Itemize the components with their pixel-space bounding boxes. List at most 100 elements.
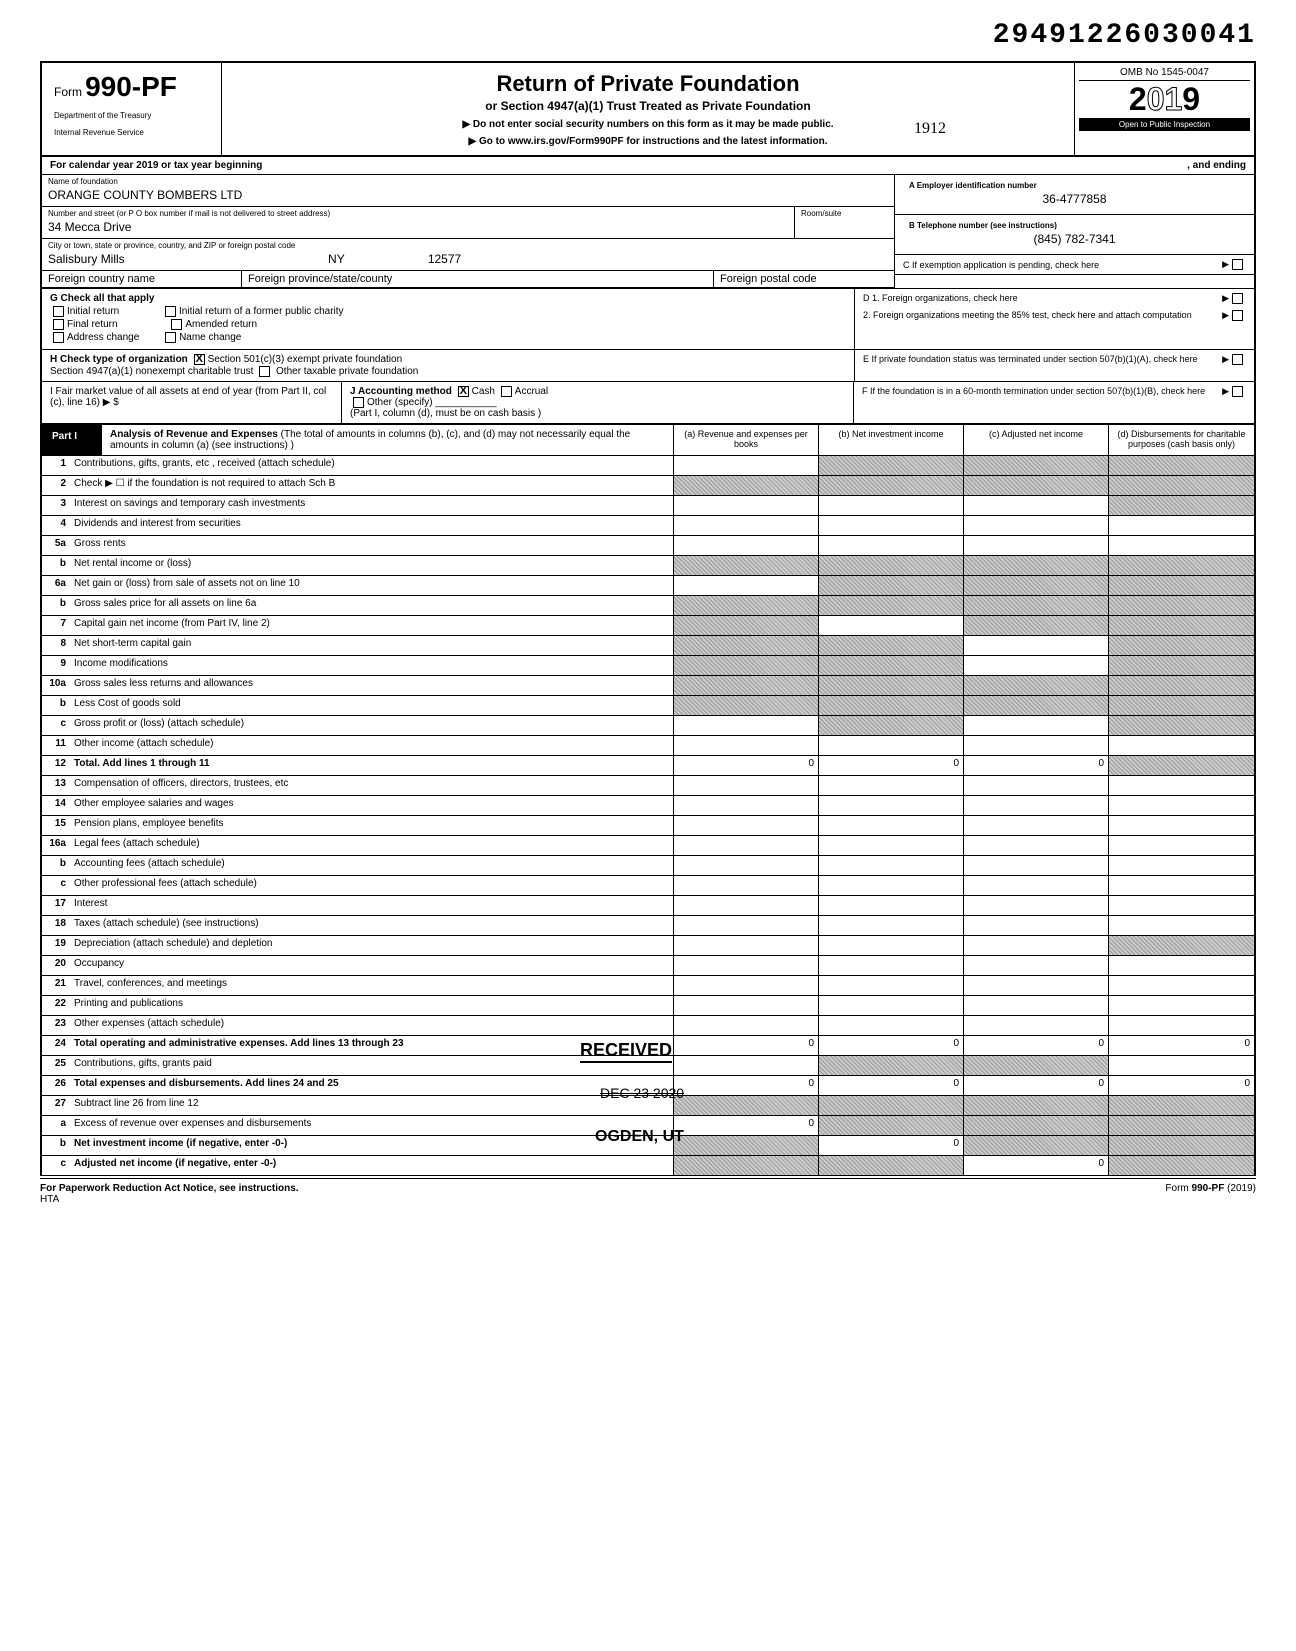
row-number: 24 — [42, 1036, 70, 1055]
row-cell — [819, 636, 964, 655]
d2-checkbox[interactable] — [1232, 310, 1243, 321]
year-box: OMB No 1545-0047 2019 Open to Public Ins… — [1074, 63, 1254, 155]
row-number: 25 — [42, 1056, 70, 1075]
row-cell — [964, 716, 1109, 735]
row-cell — [819, 1056, 964, 1075]
foreign-postal-label: Foreign postal code — [714, 271, 894, 287]
form-prefix: Form — [54, 85, 82, 99]
final-return-checkbox[interactable] — [53, 319, 64, 330]
addr-change-checkbox[interactable] — [53, 332, 64, 343]
foundation-name: ORANGE COUNTY BOMBERS LTD — [42, 188, 894, 206]
row-cell — [674, 1016, 819, 1035]
room-label: Room/suite — [795, 207, 894, 220]
row-cell: 0 — [964, 1156, 1109, 1175]
row-cell — [964, 916, 1109, 935]
sub-title: or Section 4947(a)(1) Trust Treated as P… — [230, 99, 1066, 113]
row-number: 15 — [42, 816, 70, 835]
row-cell — [1109, 836, 1254, 855]
row-cell — [964, 536, 1109, 555]
row-cell — [1109, 596, 1254, 615]
table-row: 14Other employee salaries and wages — [40, 796, 1256, 816]
d2-label: 2. Foreign organizations meeting the 85%… — [863, 310, 1222, 321]
row-number: 17 — [42, 896, 70, 915]
row-cell — [819, 996, 964, 1015]
row-label: Net rental income or (loss) — [70, 556, 674, 575]
row-cell — [819, 776, 964, 795]
row-cell — [964, 936, 1109, 955]
row-label: Total expenses and disbursements. Add li… — [70, 1076, 674, 1095]
row-label: Interest — [70, 896, 674, 915]
ogden-stamp: OGDEN, UT — [595, 1128, 684, 1146]
col-a-header: (a) Revenue and expenses per books — [674, 425, 819, 455]
row-label: Net gain or (loss) from sale of assets n… — [70, 576, 674, 595]
ein-value: 36-4777858 — [903, 192, 1246, 210]
row-cell — [1109, 1116, 1254, 1135]
row-number: 4 — [42, 516, 70, 535]
table-row: 10aGross sales less returns and allowanc… — [40, 676, 1256, 696]
row-number: 11 — [42, 736, 70, 755]
4947-checkbox[interactable] — [259, 366, 270, 377]
row-cell — [819, 1116, 964, 1135]
row-cell — [674, 536, 819, 555]
row-cell — [1109, 896, 1254, 915]
f-checkbox[interactable] — [1232, 386, 1243, 397]
footer-left: For Paperwork Reduction Act Notice, see … — [40, 1183, 299, 1194]
initial-former-checkbox[interactable] — [165, 306, 176, 317]
col-b-header: (b) Net investment income — [819, 425, 964, 455]
row-cell — [964, 976, 1109, 995]
form-header: Form 990-PF Department of the Treasury I… — [40, 61, 1256, 157]
c-checkbox[interactable] — [1232, 259, 1243, 270]
table-row: bAccounting fees (attach schedule) — [40, 856, 1256, 876]
table-row: 20Occupancy — [40, 956, 1256, 976]
phone-label: B Telephone number (see instructions) — [903, 219, 1246, 232]
footer-right: Form 990-PF (2019) — [1165, 1183, 1256, 1205]
row-number: 21 — [42, 976, 70, 995]
row-cell — [1109, 536, 1254, 555]
row-cell — [964, 616, 1109, 635]
row-cell — [964, 596, 1109, 615]
row-number: 6a — [42, 576, 70, 595]
row-label: Printing and publications — [70, 996, 674, 1015]
i-label: I Fair market value of all assets at end… — [50, 386, 326, 408]
table-row: 8Net short-term capital gain — [40, 636, 1256, 656]
table-row: 23Other expenses (attach schedule) — [40, 1016, 1256, 1036]
row-label: Depreciation (attach schedule) and deple… — [70, 936, 674, 955]
row-cell — [1109, 976, 1254, 995]
row-cell — [819, 596, 964, 615]
initial-return-checkbox[interactable] — [53, 306, 64, 317]
501c3-checkbox[interactable] — [194, 354, 205, 365]
row-cell — [964, 1056, 1109, 1075]
table-row: 2Check ▶ ☐ if the foundation is not requ… — [40, 476, 1256, 496]
amended-checkbox[interactable] — [171, 319, 182, 330]
cash-checkbox[interactable] — [458, 386, 469, 397]
row-label: Dividends and interest from securities — [70, 516, 674, 535]
row-cell — [674, 736, 819, 755]
row-cell — [964, 1136, 1109, 1155]
inspection-notice: Open to Public Inspection — [1079, 118, 1250, 131]
other-method-checkbox[interactable] — [353, 397, 364, 408]
row-cell — [674, 816, 819, 835]
row-cell — [674, 856, 819, 875]
e-label: E If private foundation status was termi… — [863, 354, 1222, 365]
row-label: Occupancy — [70, 956, 674, 975]
table-row: 13Compensation of officers, directors, t… — [40, 776, 1256, 796]
row-cell — [819, 1156, 964, 1175]
row-cell — [819, 856, 964, 875]
name-change-checkbox[interactable] — [165, 332, 176, 343]
row-cell — [674, 496, 819, 515]
row-cell: 0 — [1109, 1076, 1254, 1095]
row-number: b — [42, 1136, 70, 1155]
d1-checkbox[interactable] — [1232, 293, 1243, 304]
row-cell — [1109, 916, 1254, 935]
foundation-address: 34 Mecca Drive — [42, 220, 794, 238]
table-row: 21Travel, conferences, and meetings — [40, 976, 1256, 996]
row-cell — [964, 676, 1109, 695]
row-cell — [819, 516, 964, 535]
accrual-checkbox[interactable] — [501, 386, 512, 397]
e-checkbox[interactable] — [1232, 354, 1243, 365]
row-number: b — [42, 596, 70, 615]
table-row: 15Pension plans, employee benefits — [40, 816, 1256, 836]
row-label: Compensation of officers, directors, tru… — [70, 776, 674, 795]
row-cell — [819, 876, 964, 895]
handwritten-note: 1912 — [914, 120, 946, 138]
